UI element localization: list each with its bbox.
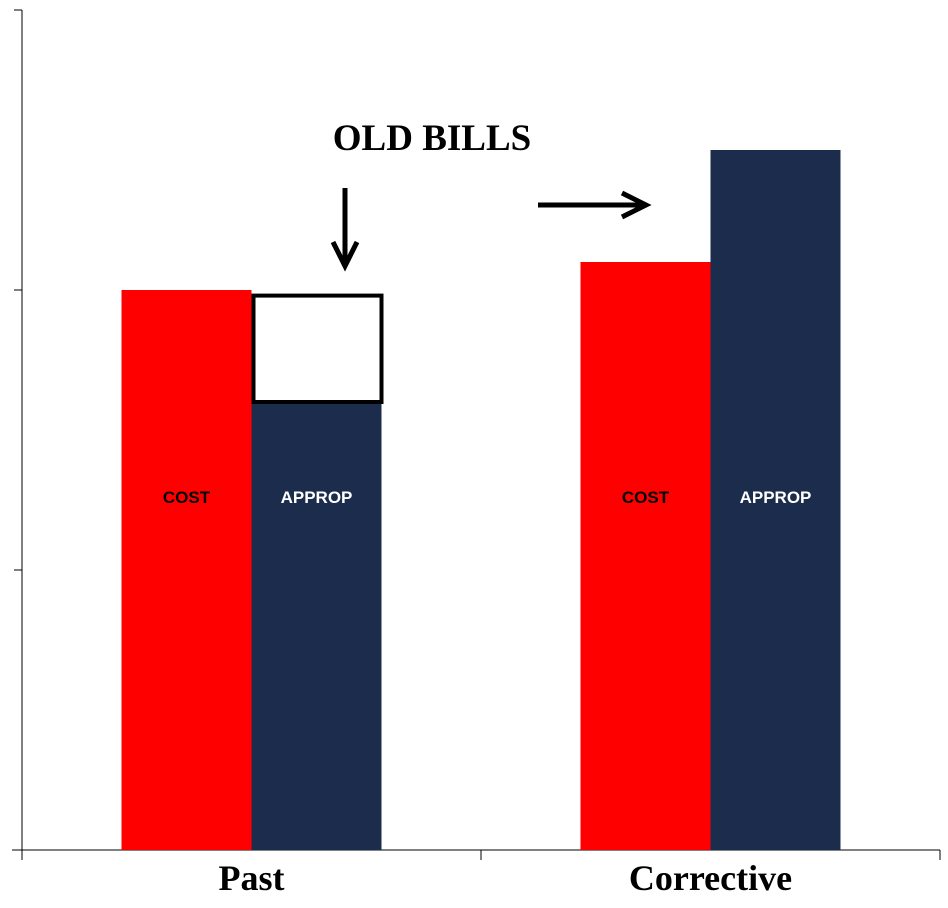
right-arrow-icon bbox=[538, 190, 652, 220]
category-label: Past bbox=[219, 858, 285, 898]
category-label: Corrective bbox=[629, 858, 792, 898]
bar-label: COST bbox=[622, 488, 670, 507]
annotation-text: OLD BILLS bbox=[333, 118, 531, 159]
bar-cost-past bbox=[121, 290, 252, 850]
bar-label: APPROP bbox=[281, 488, 353, 507]
bar-approp-past bbox=[251, 402, 382, 850]
category-labels: Past Corrective bbox=[219, 858, 793, 898]
bars bbox=[121, 150, 841, 850]
down-arrow-icon bbox=[330, 188, 360, 272]
old-bills-box bbox=[251, 293, 384, 405]
bar-label: COST bbox=[163, 488, 211, 507]
bar-label: APPROP bbox=[740, 488, 812, 507]
bar-labels: COST APPROP COST APPROP bbox=[163, 488, 812, 507]
bar-approp-corrective bbox=[710, 150, 841, 850]
annotation: OLD BILLS bbox=[251, 118, 652, 405]
bar-cost-corrective bbox=[580, 262, 711, 850]
